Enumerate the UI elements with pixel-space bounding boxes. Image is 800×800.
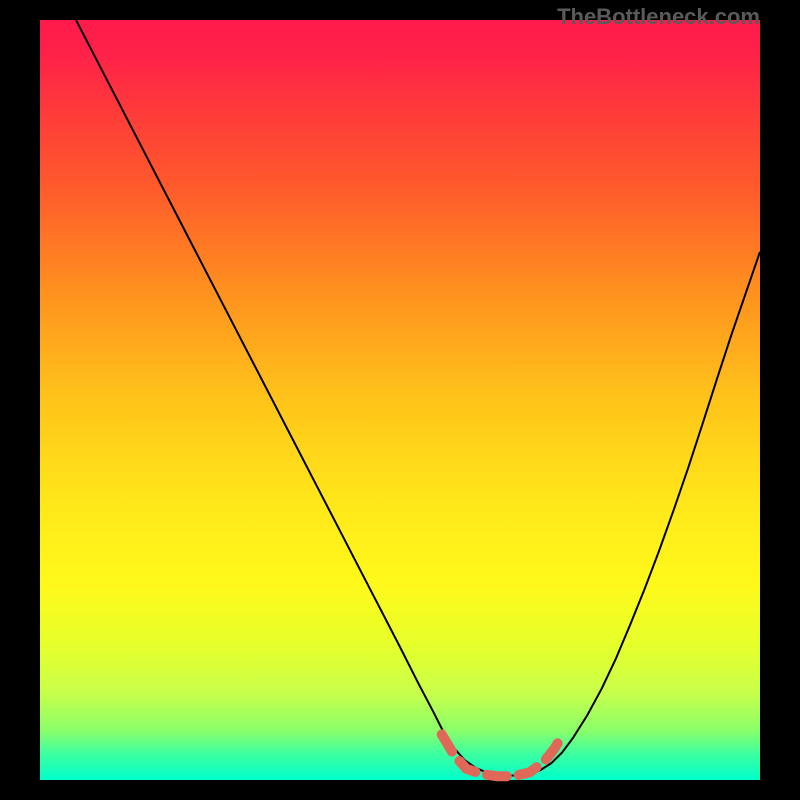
- watermark-label: TheBottleneck.com: [557, 4, 760, 30]
- gradient-background: [40, 20, 760, 780]
- plot-svg: [0, 0, 800, 800]
- chart-container: TheBottleneck.com: [0, 0, 800, 800]
